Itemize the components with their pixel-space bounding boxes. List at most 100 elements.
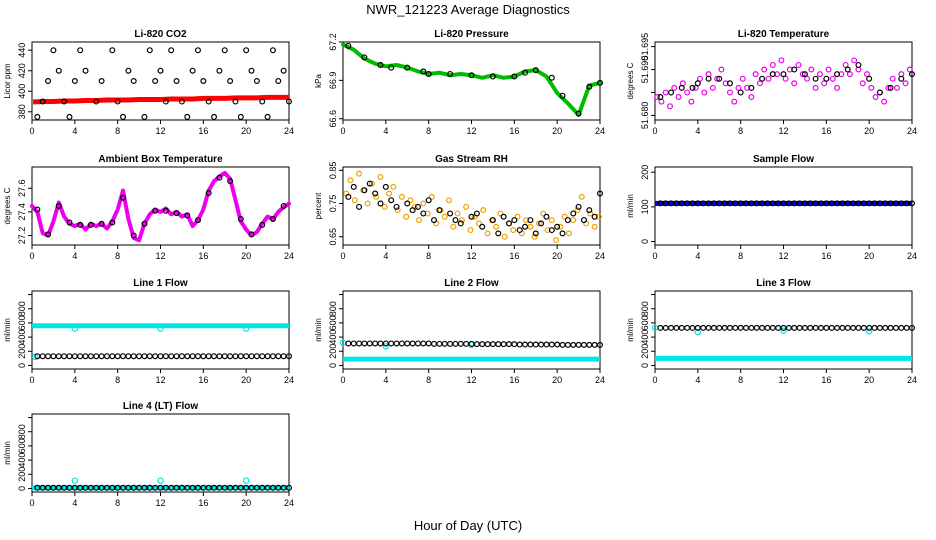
data-point xyxy=(232,98,239,105)
panel-title: Ambient Box Temperature xyxy=(98,154,223,165)
data-point xyxy=(345,340,352,347)
y-tick-label: 0 xyxy=(640,363,650,368)
data-point xyxy=(580,341,587,348)
x-tick-label: 20 xyxy=(864,251,874,261)
data-point xyxy=(684,324,691,331)
data-point xyxy=(50,353,57,360)
data-point xyxy=(570,341,577,348)
x-tick-label: 4 xyxy=(695,251,700,261)
y-tick-label: 400 xyxy=(640,330,650,345)
data-point xyxy=(393,340,400,347)
data-point xyxy=(510,227,517,234)
data-point xyxy=(860,324,867,331)
data-point xyxy=(93,353,100,360)
data-point xyxy=(361,187,368,194)
data-point xyxy=(168,47,175,54)
data-point xyxy=(799,71,806,78)
data-point xyxy=(759,324,766,331)
x-tick-label: 24 xyxy=(595,375,605,385)
data-point xyxy=(489,341,496,348)
data-point xyxy=(447,210,454,217)
data-point xyxy=(356,340,363,347)
y-tick-label: 400 xyxy=(328,330,338,345)
data-point xyxy=(532,341,539,348)
data-point xyxy=(194,217,201,224)
data-point xyxy=(463,203,470,210)
data-point xyxy=(866,75,873,82)
y-axis-label: degrees C xyxy=(3,187,12,224)
data-point xyxy=(157,67,164,74)
data-point xyxy=(141,113,148,120)
data-point xyxy=(141,220,148,227)
x-tick-label: 24 xyxy=(284,251,294,261)
data-point xyxy=(242,477,250,484)
data-point xyxy=(366,340,373,347)
data-point xyxy=(350,340,357,347)
y-axis-label: kPa xyxy=(314,74,323,88)
data-point xyxy=(553,237,560,244)
data-point xyxy=(61,98,68,105)
data-point xyxy=(39,98,46,105)
data-point xyxy=(189,67,196,74)
panel-title: Li-820 Pressure xyxy=(434,29,509,40)
data-point xyxy=(817,324,824,331)
data-point xyxy=(216,174,223,181)
data-point xyxy=(500,341,507,348)
data-point xyxy=(839,324,846,331)
y-tick-label: 51.680 xyxy=(640,102,650,130)
data-point xyxy=(591,213,598,220)
x-tick-label: 4 xyxy=(383,251,388,261)
data-point xyxy=(821,80,828,87)
data-point xyxy=(479,341,486,348)
data-point xyxy=(548,217,555,224)
data-point xyxy=(662,324,669,331)
data-point xyxy=(420,200,427,207)
data-point xyxy=(216,353,223,360)
data-point xyxy=(120,194,127,201)
data-point xyxy=(753,324,760,331)
panel-title: Li-820 Temperature xyxy=(738,29,830,40)
data-point xyxy=(671,84,678,91)
data-point xyxy=(855,61,862,68)
data-point xyxy=(205,98,212,105)
data-point xyxy=(903,324,910,331)
panel-title: Sample Flow xyxy=(753,154,814,165)
data-point xyxy=(66,113,73,120)
data-point xyxy=(45,231,52,238)
data-point xyxy=(248,353,255,360)
y-tick-label: 0.85 xyxy=(328,162,338,180)
x-tick-label: 16 xyxy=(509,251,519,261)
data-point xyxy=(473,210,480,217)
data-point xyxy=(714,75,721,82)
data-point xyxy=(908,324,915,331)
data-point xyxy=(428,193,435,200)
x-tick-label: 20 xyxy=(241,375,251,385)
data-point xyxy=(908,200,915,207)
data-point xyxy=(168,353,175,360)
series-line xyxy=(30,170,291,243)
data-point xyxy=(425,197,432,204)
x-tick-label: 12 xyxy=(778,251,788,261)
x-tick-label: 8 xyxy=(426,375,431,385)
data-point xyxy=(548,341,555,348)
data-point xyxy=(275,353,282,360)
data-point xyxy=(436,340,443,347)
data-point xyxy=(511,217,518,224)
data-point xyxy=(146,353,153,360)
data-point xyxy=(495,341,502,348)
data-point xyxy=(109,219,116,226)
data-point xyxy=(710,324,717,331)
data-point xyxy=(480,207,487,214)
data-point xyxy=(66,353,73,360)
data-point xyxy=(205,353,212,360)
data-point xyxy=(280,67,287,74)
plot-frame xyxy=(31,41,290,121)
data-point xyxy=(564,217,571,224)
data-point xyxy=(232,353,239,360)
x-tick-label: 0 xyxy=(652,375,657,385)
data-point xyxy=(77,353,84,360)
x-tick-label: 4 xyxy=(695,126,700,136)
data-point xyxy=(173,210,180,217)
data-point xyxy=(505,220,512,227)
x-tick-label: 8 xyxy=(738,375,743,385)
